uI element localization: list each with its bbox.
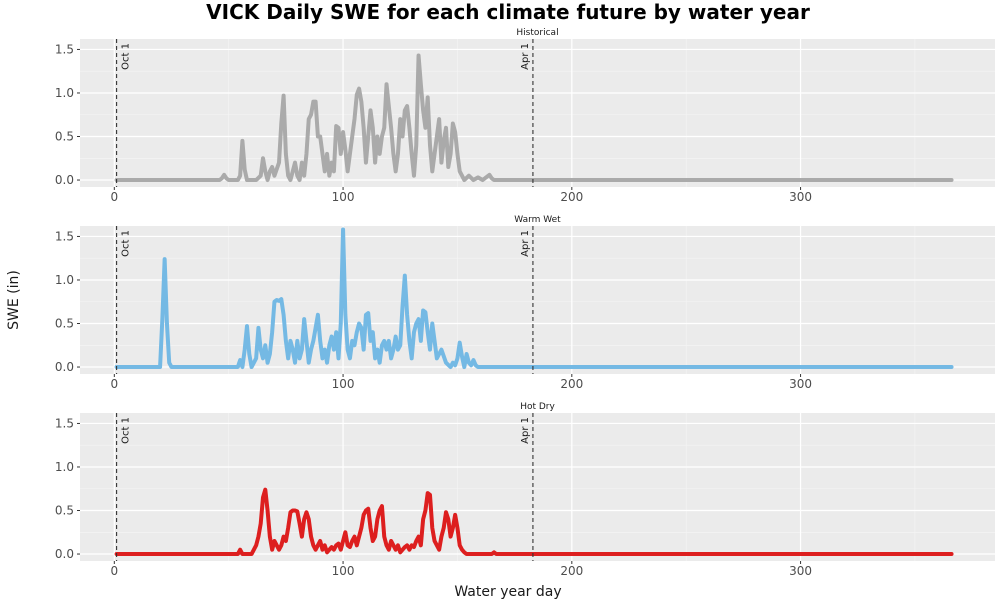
panels-group: Historical 0 100 200 300 0.0 0.5 1.0 1.5 Oct 1 Apr… [55,28,995,578]
x-tick-label: 100 [332,377,355,391]
x-tick-label: 0 [110,190,118,204]
x-tick-label: 300 [789,377,812,391]
y-tick-label: 1.5 [55,416,74,430]
y-tick-label: 1.0 [55,273,74,287]
reference-line-label: Oct 1 [121,43,132,70]
y-tick-label: 0.5 [55,504,74,518]
x-tick-label: 100 [332,564,355,578]
reference-line-label: Apr 1 [520,417,531,444]
panel-1: Historical 0 100 200 300 0.0 0.5 1.0 1.5 Oct 1 Apr… [55,28,995,204]
y-tick-label: 0.0 [55,360,74,374]
y-tick-label: 1.0 [55,86,74,100]
y-tick-label: 0.0 [55,547,74,561]
x-tick-label: 100 [332,190,355,204]
y-tick-label: 1.0 [55,460,74,474]
chart-title: VICK Daily SWE for each climate future b… [206,0,810,24]
x-tick-label: 200 [560,190,583,204]
y-tick-label: 0.0 [55,173,74,187]
reference-line-label: Oct 1 [121,417,132,444]
panel-strip-label: Hot Dry [520,402,555,412]
panel-background [80,39,995,187]
x-tick-label: 0 [110,564,118,578]
panel-2: Warm Wet 0 100 200 300 0.0 0.5 1.0 1.5 Oct 1 Apr 1 [55,215,995,391]
reference-line-label: Oct 1 [121,230,132,257]
y-tick-label: 1.5 [55,229,74,243]
x-tick-label: 300 [789,190,812,204]
panel-background [80,226,995,374]
reference-line-label: Apr 1 [520,230,531,257]
y-tick-label: 1.5 [55,42,74,56]
series-line [114,227,954,370]
y-tick-label: 0.5 [55,130,74,144]
reference-line-label: Apr 1 [520,43,531,70]
x-axis-label: Water year day [454,584,561,600]
panel-strip-label: Warm Wet [514,215,561,225]
panel-strip-label: Historical [516,28,558,38]
y-tick-label: 0.5 [55,317,74,331]
y-axis-label: SWE (in) [6,270,22,330]
x-tick-label: 200 [560,564,583,578]
x-tick-label: 300 [789,564,812,578]
x-tick-label: 200 [560,377,583,391]
panel-background [80,413,995,561]
series-line [114,53,954,183]
series-line [114,487,954,557]
x-tick-label: 0 [110,377,118,391]
panel-3: Hot Dry 0 100 200 300 0.0 0.5 1.0 1.5 Oct 1 Apr 1 [55,402,995,578]
